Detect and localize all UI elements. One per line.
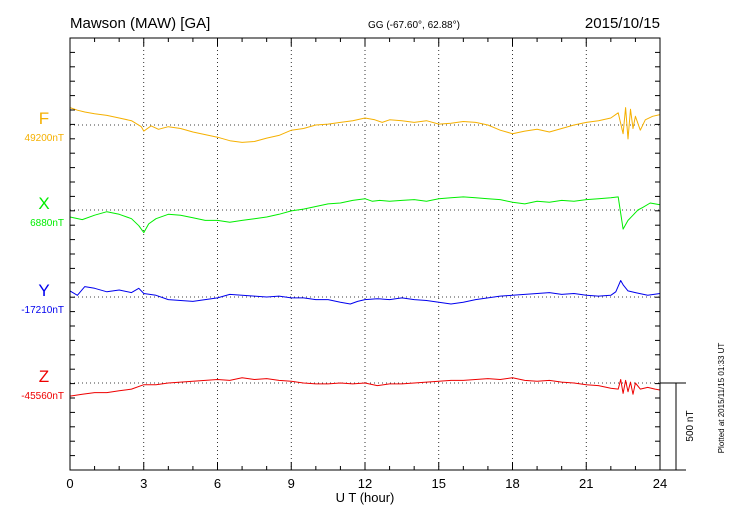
series-baseline-y: -17210nT [21,305,64,316]
x-axis-label: U T (hour) [336,490,395,505]
scale-bar-label: 500 nT [685,410,696,441]
x-tick-label: 15 [432,476,446,491]
plotted-note: Plotted at 2015/11/15 01:33 UT [717,343,726,454]
x-tick-label: 24 [653,476,667,491]
series-name-x: X [38,194,49,213]
series-group [69,107,661,397]
series-baseline-f: 49200nT [25,133,64,144]
series-line-y [69,280,661,305]
axis-ticks: 0 3 6 9 12 15 18 21 24 [66,38,667,491]
x-tick-label: 21 [579,476,593,491]
x-tick-label: 18 [505,476,519,491]
series-line-f [69,107,661,143]
date-label: 2015/10/15 [585,15,660,32]
scale-bar: 500 nT [660,382,696,471]
series-name-f: F [39,109,49,128]
series-name-y: Y [38,281,49,300]
x-tick-label: 12 [358,476,372,491]
series-baseline-x: 6880nT [30,218,64,229]
x-tick-label: 6 [214,476,221,491]
x-tick-label: 0 [66,476,73,491]
grid [70,38,660,470]
series-line-z [69,377,661,397]
series-labels: F 49200nT X 6880nT Y -17210nT Z -45560nT [21,109,64,402]
station-title: Mawson (MAW) [GA] [70,15,210,32]
coords-label: GG (-67.60°, 62.88°) [368,20,460,31]
series-name-z: Z [39,367,49,386]
series-line-x [69,196,661,234]
x-tick-label: 9 [288,476,295,491]
x-tick-label: 3 [140,476,147,491]
series-baseline-z: -45560nT [21,391,64,402]
